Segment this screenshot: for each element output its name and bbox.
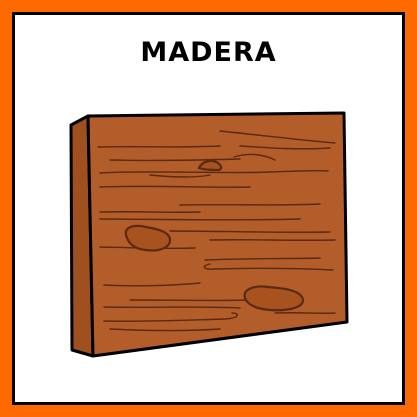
wood-grain-lines: [97, 130, 336, 332]
knot-bottom: [243, 285, 305, 312]
wood-knots: [124, 159, 305, 312]
knot-small: [197, 159, 223, 172]
card-title: MADERA: [140, 37, 277, 68]
knot-left: [124, 224, 172, 252]
